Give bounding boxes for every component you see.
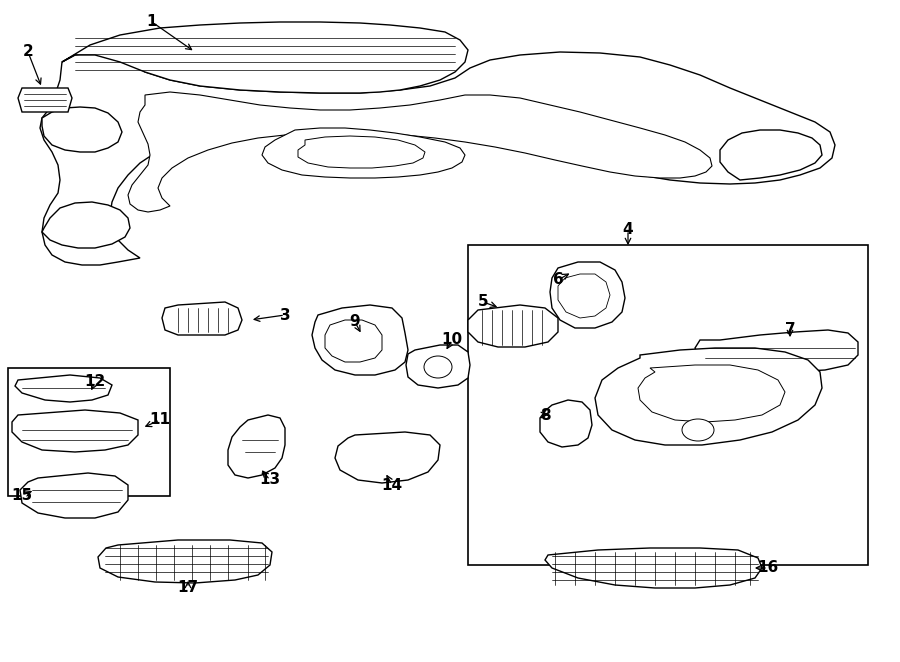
Polygon shape bbox=[12, 410, 138, 452]
Text: 11: 11 bbox=[149, 412, 170, 428]
Polygon shape bbox=[595, 348, 822, 445]
Text: 10: 10 bbox=[441, 332, 463, 348]
Text: 14: 14 bbox=[382, 477, 402, 493]
Text: 5: 5 bbox=[478, 295, 489, 310]
Polygon shape bbox=[18, 88, 72, 112]
Ellipse shape bbox=[682, 419, 714, 441]
Text: 4: 4 bbox=[623, 222, 634, 238]
Polygon shape bbox=[42, 202, 130, 248]
Polygon shape bbox=[638, 365, 785, 422]
Text: 12: 12 bbox=[85, 375, 105, 389]
Polygon shape bbox=[468, 305, 558, 347]
Polygon shape bbox=[558, 274, 610, 318]
Text: 6: 6 bbox=[553, 273, 563, 287]
Ellipse shape bbox=[424, 356, 452, 378]
Polygon shape bbox=[262, 128, 465, 178]
Polygon shape bbox=[325, 320, 382, 362]
Text: 2: 2 bbox=[22, 44, 33, 60]
Polygon shape bbox=[162, 302, 242, 335]
Polygon shape bbox=[312, 305, 408, 375]
Text: 1: 1 bbox=[147, 15, 158, 30]
Polygon shape bbox=[335, 432, 440, 483]
Text: 15: 15 bbox=[12, 487, 32, 502]
Text: 13: 13 bbox=[259, 473, 281, 487]
Polygon shape bbox=[550, 262, 625, 328]
Polygon shape bbox=[720, 130, 822, 180]
Polygon shape bbox=[40, 52, 835, 265]
Text: 17: 17 bbox=[177, 581, 199, 596]
Polygon shape bbox=[406, 345, 470, 388]
Text: 7: 7 bbox=[785, 322, 796, 338]
Text: 16: 16 bbox=[758, 561, 778, 575]
Text: 9: 9 bbox=[350, 314, 360, 330]
Polygon shape bbox=[62, 22, 468, 93]
Polygon shape bbox=[228, 415, 285, 478]
Text: 8: 8 bbox=[540, 408, 550, 422]
Text: 3: 3 bbox=[280, 308, 291, 322]
Polygon shape bbox=[695, 330, 858, 372]
Polygon shape bbox=[42, 107, 122, 152]
Polygon shape bbox=[128, 92, 712, 212]
Polygon shape bbox=[298, 136, 425, 168]
Bar bbox=[8, 368, 170, 496]
Polygon shape bbox=[20, 473, 128, 518]
Polygon shape bbox=[98, 540, 272, 583]
Polygon shape bbox=[545, 548, 762, 588]
Polygon shape bbox=[540, 400, 592, 447]
Bar bbox=[468, 245, 868, 565]
Polygon shape bbox=[15, 375, 112, 402]
